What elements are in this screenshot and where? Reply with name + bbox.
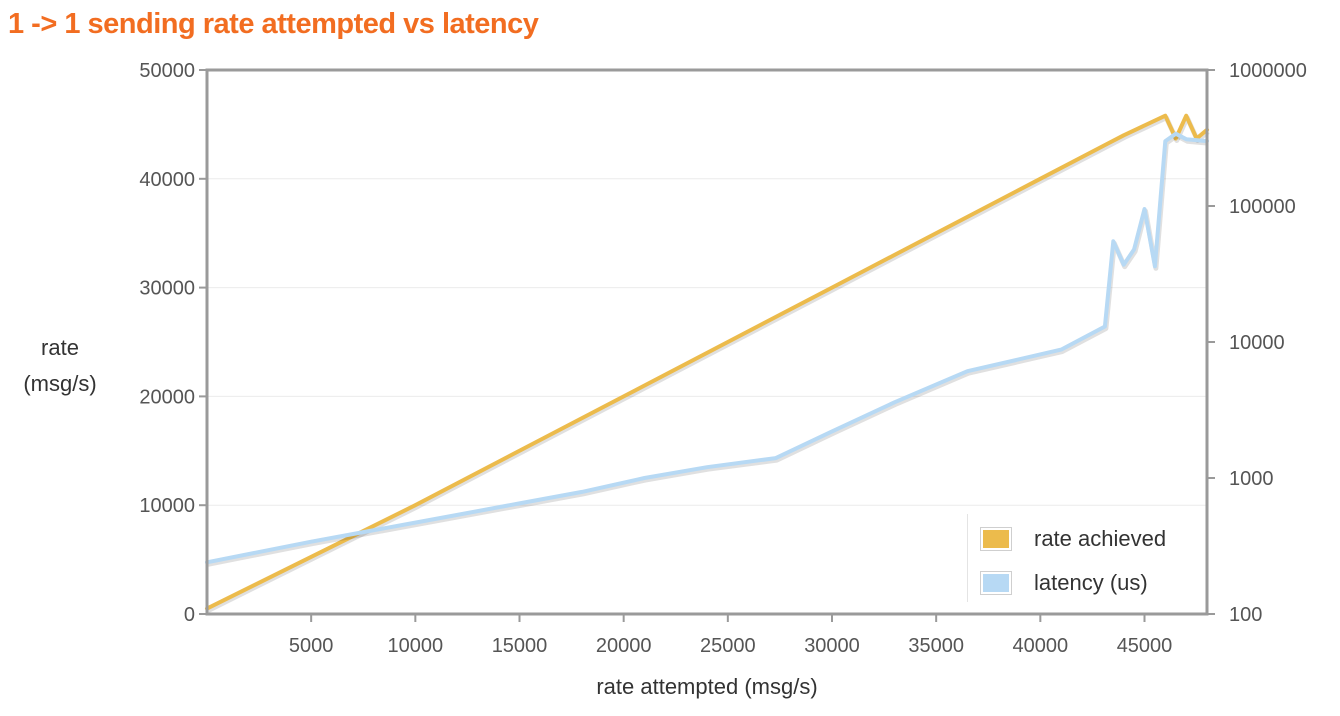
tick-label-x-5000: 5000 xyxy=(289,635,334,657)
y-axis-left-label: rate (msg/s) xyxy=(0,330,120,402)
tick-label-x-30000: 30000 xyxy=(804,635,860,657)
tick-label-right-100: 100 xyxy=(1229,604,1262,626)
tick-label-left-50000: 50000 xyxy=(139,60,195,82)
tick-label-left-10000: 10000 xyxy=(139,495,195,517)
legend-item-latency[interactable]: latency (us) xyxy=(980,568,1148,598)
chart-title: 1 -> 1 sending rate attempted vs latency xyxy=(8,8,539,40)
tick-label-x-45000: 45000 xyxy=(1117,635,1173,657)
x-axis-label: rate attempted (msg/s) xyxy=(596,674,818,699)
tick-label-x-35000: 35000 xyxy=(908,635,964,657)
series-line-rate-achieved xyxy=(205,113,1209,611)
y-axis-left-label-line2: (msg/s) xyxy=(23,371,97,396)
tick-label-right-100000: 100000 xyxy=(1229,196,1296,218)
tick-label-left-30000: 30000 xyxy=(139,278,195,300)
tick-label-x-10000: 10000 xyxy=(388,635,444,657)
axes: 0 10000 20000 30000 40000 50000 100 1000 10000 10… xyxy=(139,60,1307,657)
legend-swatch-rate-achieved xyxy=(980,527,1012,551)
series-lines xyxy=(205,113,1210,613)
series-line-latency-us xyxy=(205,131,1209,565)
y-axis-left-label-line1: rate xyxy=(41,335,79,360)
gridlines xyxy=(207,178,1207,506)
tick-label-right-1000000: 1000000 xyxy=(1229,60,1307,82)
legend-label-latency: latency (us) xyxy=(1034,570,1148,595)
tick-label-x-40000: 40000 xyxy=(1013,635,1069,657)
legend-swatch-latency xyxy=(980,571,1012,595)
legend-label-rate-achieved: rate achieved xyxy=(1034,526,1167,551)
tick-label-left-20000: 20000 xyxy=(139,386,195,408)
tick-label-right-1000: 1000 xyxy=(1229,468,1274,490)
tick-label-left-0: 0 xyxy=(184,604,195,626)
legend-item-rate-achieved[interactable]: rate achieved xyxy=(980,524,1166,554)
tick-label-left-40000: 40000 xyxy=(139,169,195,191)
plot-frame xyxy=(205,68,1209,616)
tick-label-x-15000: 15000 xyxy=(492,635,548,657)
tick-label-x-25000: 25000 xyxy=(700,635,756,657)
legend: rate achieved latency (us) xyxy=(967,514,1194,602)
tick-label-x-20000: 20000 xyxy=(596,635,652,657)
tick-label-right-10000: 10000 xyxy=(1229,332,1285,354)
